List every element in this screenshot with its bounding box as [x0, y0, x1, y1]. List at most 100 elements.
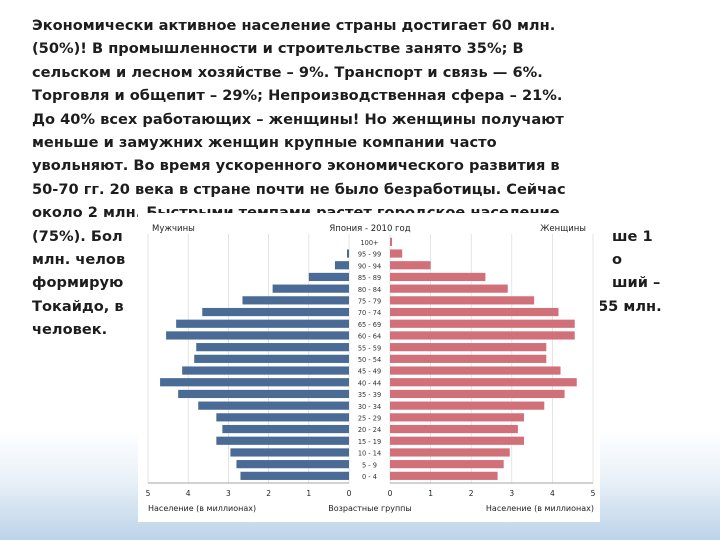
bar-women — [390, 284, 508, 293]
text-line: увольняют. Во время ускоренного экономич… — [32, 157, 560, 175]
bar-men — [240, 471, 349, 480]
tick-label: 4 — [186, 489, 191, 498]
age-group-label: 55 - 59 — [358, 344, 381, 352]
bar-women — [390, 366, 561, 375]
tick-label: 0 — [347, 489, 352, 498]
bar-men — [178, 389, 349, 399]
age-group-label: 85 - 89 — [358, 274, 381, 282]
text-line: формирую ший – — [32, 271, 700, 294]
bar-men — [216, 436, 349, 445]
tick-label: 2 — [266, 489, 271, 498]
tick-label: 5 — [591, 489, 596, 498]
bar-men — [242, 296, 349, 305]
text-line: До 40% всех работающих – женщины! Но жен… — [32, 110, 564, 128]
text-line: 50-70 гг. 20 века в стране почти не было… — [32, 180, 566, 198]
axis-ticks: 5 4 3 2 1 0 0 1 2 3 4 5 — [146, 489, 596, 498]
tick-label: 0 — [388, 489, 393, 498]
bar-women — [390, 272, 486, 282]
text-line: Торговля и общепит – 29%; Непроизводстве… — [32, 87, 563, 105]
text-fragment: 55 млн. — [598, 297, 662, 315]
tick-label: 3 — [509, 489, 514, 498]
population-pyramid-chart: Мужчины Япония - 2010 год Женщины 100+ 95… — [138, 213, 600, 522]
age-group-label: 40 - 44 — [358, 379, 381, 387]
age-group-label: 95 - 99 — [358, 251, 381, 259]
age-group-label: 90 - 94 — [358, 262, 381, 270]
right-side-label: Женщины — [540, 224, 586, 234]
bar-men — [308, 272, 349, 282]
bar-men — [346, 249, 349, 258]
age-group-label: 15 - 19 — [358, 438, 381, 446]
tick-label: 3 — [226, 489, 231, 498]
age-group-label: 75 - 79 — [358, 297, 381, 305]
age-group-label: 10 - 14 — [358, 450, 381, 458]
tick-label: 4 — [550, 489, 555, 498]
text-line: (50%)! В промышленности и строительстве … — [32, 40, 524, 58]
age-group-label: 0 - 4 — [362, 473, 377, 481]
bar-men — [176, 319, 349, 328]
bar-women — [390, 436, 524, 445]
age-group-label: 70 - 74 — [358, 309, 381, 317]
text-line: человек. — [32, 321, 108, 339]
text-line: Экономически активное население страны д… — [32, 17, 556, 34]
text-fragment: ше 1 — [612, 227, 653, 245]
bar-women — [390, 249, 403, 258]
text-fragment: ший – — [612, 274, 661, 292]
age-group-labels: 100+ 95 - 99 90 - 94 85 - 89 80 - 84 75 - 79 7… — [358, 239, 381, 481]
bar-men — [196, 343, 349, 352]
bar-men — [194, 354, 349, 363]
x-axis-label-center: Возрастные группы — [328, 504, 411, 513]
bar-men — [222, 424, 349, 434]
bar-women — [390, 307, 559, 317]
tick-label: 5 — [146, 489, 151, 498]
bar-men — [334, 261, 349, 270]
tick-label: 1 — [306, 489, 311, 498]
text-fragment: млн. челов — [32, 251, 126, 269]
bar-women — [390, 401, 545, 410]
text-line: меньше и замужних женщин крупные компани… — [32, 134, 497, 152]
bar-men — [166, 331, 349, 340]
bar-men — [160, 378, 349, 387]
bar-men — [198, 401, 349, 410]
text-fragment: формирую — [32, 274, 124, 292]
text-fragment: о — [612, 251, 623, 269]
bar-men — [182, 366, 349, 375]
bar-women — [390, 237, 393, 246]
tick-label: 2 — [469, 489, 474, 498]
age-group-label: 50 - 54 — [358, 356, 381, 364]
bar-men — [272, 284, 349, 293]
text-fragment: (75%). Бол — [32, 227, 123, 245]
x-axis-label-right: Население (в миллионах) — [486, 504, 594, 513]
chart-svg: Мужчины Япония - 2010 год Женщины 100+ 95… — [146, 224, 596, 513]
bar-women — [390, 343, 547, 352]
bar-women — [390, 296, 535, 305]
bar-men — [202, 307, 349, 317]
age-group-label: 80 - 84 — [358, 286, 381, 294]
text-fragment: Токайдо, в — [32, 297, 124, 315]
bar-women — [390, 319, 575, 328]
age-group-label: 45 - 49 — [358, 368, 381, 376]
bar-men — [216, 413, 349, 422]
bar-women — [390, 413, 524, 422]
bar-women — [390, 378, 577, 387]
bar-women — [390, 460, 504, 469]
bar-men — [236, 460, 349, 469]
text-line: сельском и лесном хозяйстве – 9%. Трансп… — [32, 63, 543, 81]
age-group-label: 20 - 24 — [358, 426, 381, 434]
bar-women — [390, 331, 575, 340]
bar-men — [230, 448, 349, 457]
left-side-label: Мужчины — [152, 224, 195, 234]
tick-label: 1 — [428, 489, 433, 498]
bar-women — [390, 448, 510, 457]
bar-women — [390, 424, 518, 434]
age-group-label: 60 - 64 — [358, 333, 381, 341]
age-group-label: 65 - 69 — [358, 321, 381, 329]
chart-title: Япония - 2010 год — [329, 224, 410, 234]
age-group-label: 35 - 39 — [358, 391, 381, 399]
text-line: (75%). Бол ше 1 — [32, 225, 700, 248]
text-line: млн. челов о — [32, 248, 700, 271]
bars — [160, 237, 577, 480]
age-group-label: 5 - 9 — [362, 461, 377, 469]
bar-women — [390, 389, 565, 399]
bar-women — [390, 354, 547, 363]
text-line: Токайдо, в 55 млн. — [32, 295, 700, 318]
